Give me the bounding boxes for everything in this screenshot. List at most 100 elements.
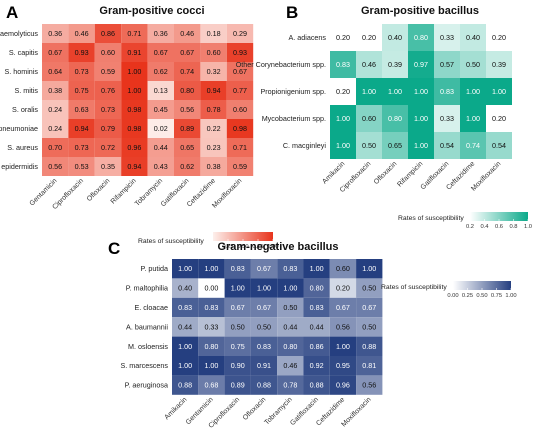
heatmap-cell bbox=[303, 317, 330, 337]
cell-value-label: 1.00 bbox=[414, 141, 428, 150]
row-label: S. pneumoniae bbox=[0, 124, 38, 133]
cell-value-label: 0.92 bbox=[310, 361, 324, 370]
cell-value-label: 0.80 bbox=[204, 342, 218, 351]
heatmap-cell bbox=[42, 119, 69, 138]
heatmap-cell bbox=[382, 132, 408, 159]
cell-value-label: 1.00 bbox=[466, 87, 480, 96]
cell-value-label: 0.33 bbox=[440, 114, 454, 123]
heatmap-cell bbox=[460, 24, 486, 51]
column-label: Amikacin bbox=[164, 396, 189, 421]
cell-value-label: 0.67 bbox=[336, 303, 350, 312]
heatmap-cell bbox=[68, 24, 95, 43]
heatmap-cell bbox=[434, 78, 460, 105]
cell-value-label: 0.50 bbox=[257, 322, 271, 331]
heatmap-cell bbox=[94, 43, 122, 62]
heatmap-cell bbox=[198, 278, 225, 298]
cell-value-label: 0.89 bbox=[231, 381, 245, 390]
cell-value-label: 1.00 bbox=[231, 284, 245, 293]
cell-value-label: 1.00 bbox=[414, 87, 428, 96]
heatmap-cell bbox=[277, 336, 304, 356]
cell-value-label: 0.18 bbox=[207, 29, 221, 38]
heatmap-cell bbox=[172, 278, 199, 298]
row-label: P. aeruginosa bbox=[125, 381, 168, 390]
heatmap-cell bbox=[277, 297, 304, 318]
heatmap-cell bbox=[460, 105, 486, 132]
cell-value-label: 0.38 bbox=[48, 86, 62, 95]
legend-tick-label: 0.00 bbox=[447, 293, 458, 299]
heatmap-cell bbox=[382, 24, 408, 51]
heatmap-cell bbox=[200, 157, 227, 176]
cell-value-label: 1.00 bbox=[178, 342, 192, 351]
legend-tick-label: 0.50 bbox=[237, 244, 248, 250]
cell-value-label: 0.97 bbox=[414, 60, 428, 69]
cell-value-label: 0.71 bbox=[127, 29, 141, 38]
heatmap-cell bbox=[226, 81, 254, 100]
heatmap-cell bbox=[226, 100, 254, 119]
heatmap-cell bbox=[94, 81, 122, 100]
heatmap-cell bbox=[356, 24, 382, 51]
row-label: S. capitis bbox=[9, 48, 39, 57]
legend-colorbar bbox=[470, 212, 528, 221]
cell-value-label: 0.54 bbox=[440, 141, 454, 150]
cell-value-label: 0.50 bbox=[283, 303, 297, 312]
heatmap-cell bbox=[382, 51, 408, 78]
cell-value-label: 0.35 bbox=[101, 162, 115, 171]
panel-label: C bbox=[108, 239, 120, 258]
heatmap-cell bbox=[198, 317, 225, 337]
heatmap-cell bbox=[356, 278, 383, 298]
heatmap-cell bbox=[250, 259, 278, 279]
heatmap-cell bbox=[121, 100, 148, 119]
cell-value-label: 0.63 bbox=[75, 105, 89, 114]
row-label: Propionigenium spp. bbox=[260, 87, 326, 96]
heatmap-cell bbox=[121, 43, 148, 62]
cell-value-label: 0.86 bbox=[101, 29, 115, 38]
heatmap-cell bbox=[329, 278, 357, 298]
cell-value-label: 0.94 bbox=[75, 124, 89, 133]
cell-value-label: 1.00 bbox=[127, 67, 141, 76]
column-label: Ofloxacin bbox=[242, 396, 268, 422]
heatmap-cell bbox=[277, 356, 304, 376]
legend-tick-label: 0.50 bbox=[476, 293, 487, 299]
cell-value-label: 0.80 bbox=[180, 86, 194, 95]
heatmap-cell bbox=[303, 356, 330, 376]
heatmap-cell bbox=[486, 105, 512, 132]
heatmap-cell bbox=[329, 336, 357, 356]
heatmap-cell bbox=[42, 81, 69, 100]
heatmap-cell bbox=[277, 317, 304, 337]
heatmap-cell bbox=[434, 51, 460, 78]
cell-value-label: 0.80 bbox=[388, 114, 402, 123]
cell-value-label: 0.93 bbox=[233, 48, 247, 57]
heatmap-cell bbox=[200, 62, 227, 81]
heatmap-cell bbox=[408, 24, 434, 51]
heatmap-cell bbox=[174, 157, 201, 176]
cell-value-label: 0.79 bbox=[101, 124, 115, 133]
row-label: Mycobacterium spp. bbox=[262, 114, 326, 123]
cell-value-label: 0.54 bbox=[492, 141, 506, 150]
heatmap-cell bbox=[434, 132, 460, 159]
legend-title: Rates of susceptibility bbox=[398, 215, 464, 222]
heatmap-cell bbox=[356, 297, 383, 318]
cell-value-label: 0.88 bbox=[257, 381, 271, 390]
cell-value-label: 0.67 bbox=[180, 48, 194, 57]
cell-value-label: 0.02 bbox=[154, 124, 168, 133]
cell-value-label: 0.98 bbox=[233, 124, 247, 133]
heatmap-cell bbox=[356, 51, 382, 78]
cell-value-label: 0.59 bbox=[101, 67, 115, 76]
heatmap-cell bbox=[250, 297, 278, 318]
cell-value-label: 0.90 bbox=[231, 361, 245, 370]
cell-value-label: 1.00 bbox=[336, 114, 350, 123]
legend-colorbar bbox=[213, 232, 273, 241]
cell-value-label: 0.43 bbox=[154, 162, 168, 171]
heatmap-cell bbox=[356, 356, 383, 376]
heatmap-cell bbox=[330, 105, 356, 132]
cell-value-label: 0.83 bbox=[257, 342, 271, 351]
cell-value-label: 1.00 bbox=[178, 264, 192, 273]
cell-value-label: 0.46 bbox=[283, 361, 297, 370]
cell-value-label: 0.39 bbox=[492, 60, 506, 69]
cell-value-label: 0.46 bbox=[362, 60, 376, 69]
legend-tick-label: 0.75 bbox=[491, 293, 502, 299]
cell-value-label: 0.20 bbox=[336, 87, 350, 96]
heatmap-cell bbox=[226, 138, 254, 157]
legend-tick-label: 0.2 bbox=[466, 224, 474, 230]
